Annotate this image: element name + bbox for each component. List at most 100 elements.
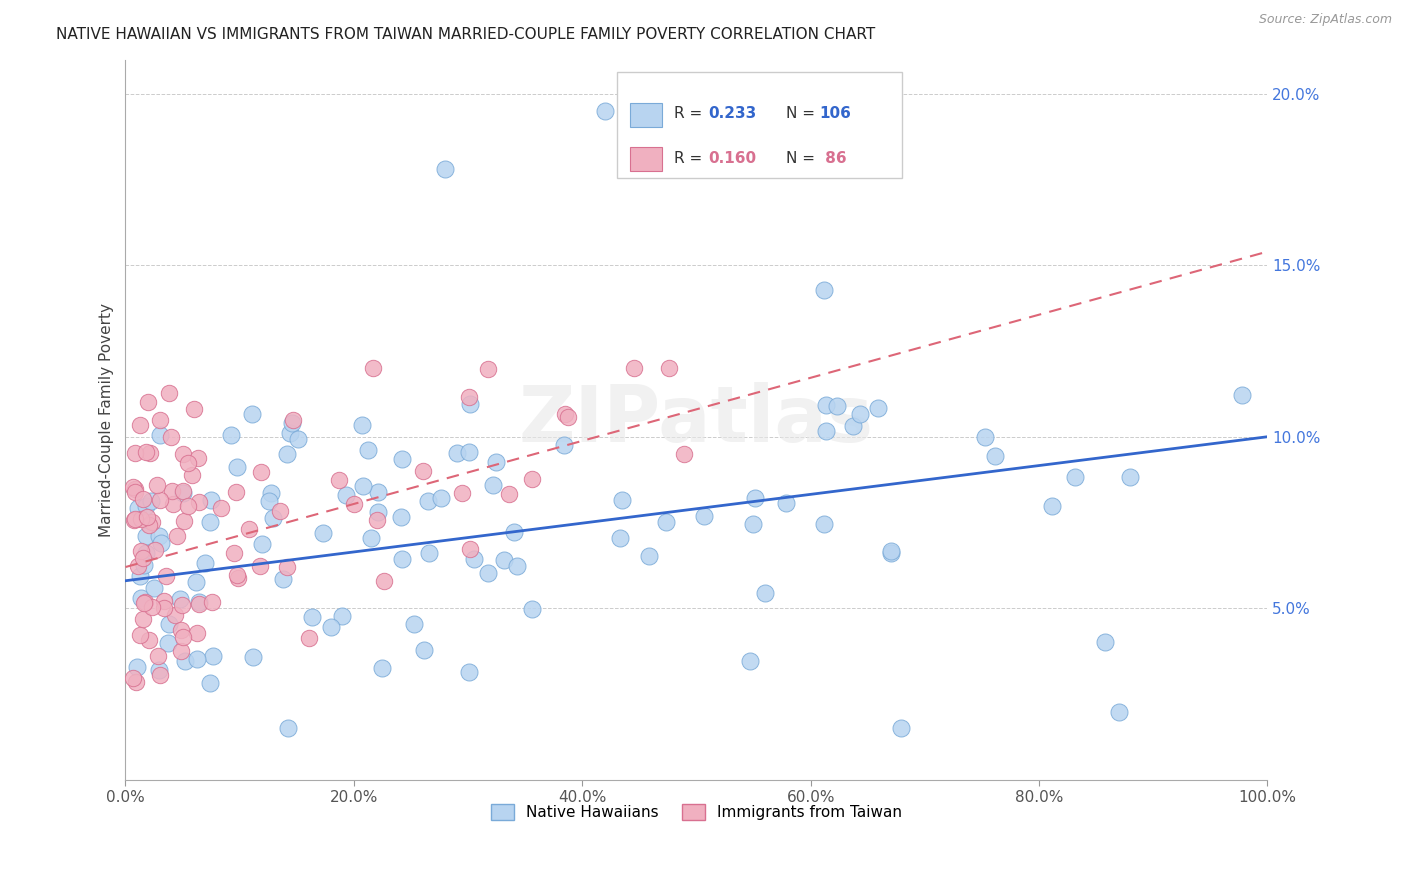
Point bbox=[849, 407, 872, 421]
Point bbox=[373, 574, 395, 589]
Point bbox=[209, 500, 232, 515]
Point bbox=[457, 445, 479, 459]
Point bbox=[138, 517, 160, 532]
Point bbox=[553, 438, 575, 452]
Point bbox=[494, 552, 516, 566]
Point bbox=[157, 636, 180, 650]
Point bbox=[249, 559, 271, 574]
Point bbox=[335, 488, 357, 502]
Point bbox=[890, 721, 912, 735]
Point bbox=[124, 485, 146, 500]
Point bbox=[1118, 470, 1140, 484]
Point bbox=[813, 283, 835, 297]
Point bbox=[416, 493, 439, 508]
Point bbox=[554, 407, 576, 421]
Point bbox=[361, 361, 384, 376]
Point bbox=[371, 661, 394, 675]
Point bbox=[319, 620, 342, 634]
Point bbox=[181, 468, 204, 483]
Point bbox=[172, 484, 194, 499]
Point bbox=[391, 552, 413, 566]
Point bbox=[139, 493, 162, 508]
Point bbox=[165, 608, 187, 623]
Point bbox=[418, 546, 440, 560]
Point bbox=[124, 512, 146, 526]
Point bbox=[842, 418, 865, 433]
Point bbox=[142, 582, 165, 596]
Point bbox=[391, 451, 413, 466]
Point bbox=[458, 397, 481, 411]
Point bbox=[269, 504, 291, 518]
Point bbox=[458, 390, 481, 404]
Point bbox=[252, 536, 274, 550]
Point bbox=[146, 478, 169, 492]
Point bbox=[136, 510, 159, 524]
Point bbox=[149, 492, 172, 507]
Point bbox=[138, 632, 160, 647]
Point bbox=[446, 446, 468, 460]
Point bbox=[172, 486, 194, 500]
Point bbox=[174, 654, 197, 668]
Point bbox=[136, 395, 159, 409]
FancyBboxPatch shape bbox=[616, 72, 903, 178]
Bar bbox=[630, 147, 662, 171]
Point bbox=[135, 529, 157, 543]
Point bbox=[352, 417, 374, 432]
Point bbox=[177, 499, 200, 513]
Point bbox=[672, 446, 695, 460]
Point bbox=[458, 541, 481, 556]
Point bbox=[623, 361, 645, 376]
Point bbox=[742, 516, 765, 531]
Point bbox=[271, 572, 294, 586]
Point bbox=[238, 522, 260, 536]
Point bbox=[367, 484, 389, 499]
Point bbox=[463, 552, 485, 566]
Point bbox=[1040, 499, 1063, 513]
Point bbox=[1230, 387, 1253, 401]
Point bbox=[1064, 470, 1087, 484]
Point bbox=[134, 595, 156, 609]
Point bbox=[186, 652, 208, 666]
Point bbox=[153, 600, 176, 615]
Point bbox=[404, 616, 426, 631]
Point bbox=[287, 432, 309, 446]
Point bbox=[280, 416, 302, 430]
Point bbox=[655, 515, 678, 529]
Point bbox=[148, 663, 170, 677]
Point bbox=[170, 644, 193, 658]
Point bbox=[366, 513, 388, 527]
Point bbox=[198, 676, 221, 690]
Point bbox=[458, 665, 481, 680]
Point bbox=[166, 529, 188, 543]
Point bbox=[522, 472, 544, 486]
Point bbox=[389, 510, 412, 524]
Point bbox=[330, 609, 353, 624]
Point bbox=[155, 569, 177, 583]
Point bbox=[298, 631, 321, 645]
Point bbox=[124, 446, 146, 460]
Point bbox=[172, 447, 194, 461]
Point bbox=[170, 624, 193, 638]
Point bbox=[169, 592, 191, 607]
Text: 106: 106 bbox=[820, 106, 852, 121]
Point bbox=[754, 586, 776, 600]
Point bbox=[160, 430, 183, 444]
Point bbox=[352, 479, 374, 493]
Point bbox=[477, 566, 499, 581]
Point bbox=[825, 400, 848, 414]
Point bbox=[153, 594, 176, 608]
Point bbox=[226, 571, 249, 585]
Point bbox=[132, 492, 155, 507]
Point bbox=[283, 413, 305, 427]
Point bbox=[124, 674, 146, 689]
Point bbox=[522, 602, 544, 616]
Point bbox=[434, 162, 457, 177]
Text: Source: ZipAtlas.com: Source: ZipAtlas.com bbox=[1258, 13, 1392, 27]
Point bbox=[177, 456, 200, 470]
Point bbox=[143, 543, 166, 558]
Point bbox=[224, 546, 246, 560]
Point bbox=[184, 574, 207, 589]
Point bbox=[1108, 705, 1130, 719]
Point bbox=[360, 532, 382, 546]
Point bbox=[260, 485, 283, 500]
